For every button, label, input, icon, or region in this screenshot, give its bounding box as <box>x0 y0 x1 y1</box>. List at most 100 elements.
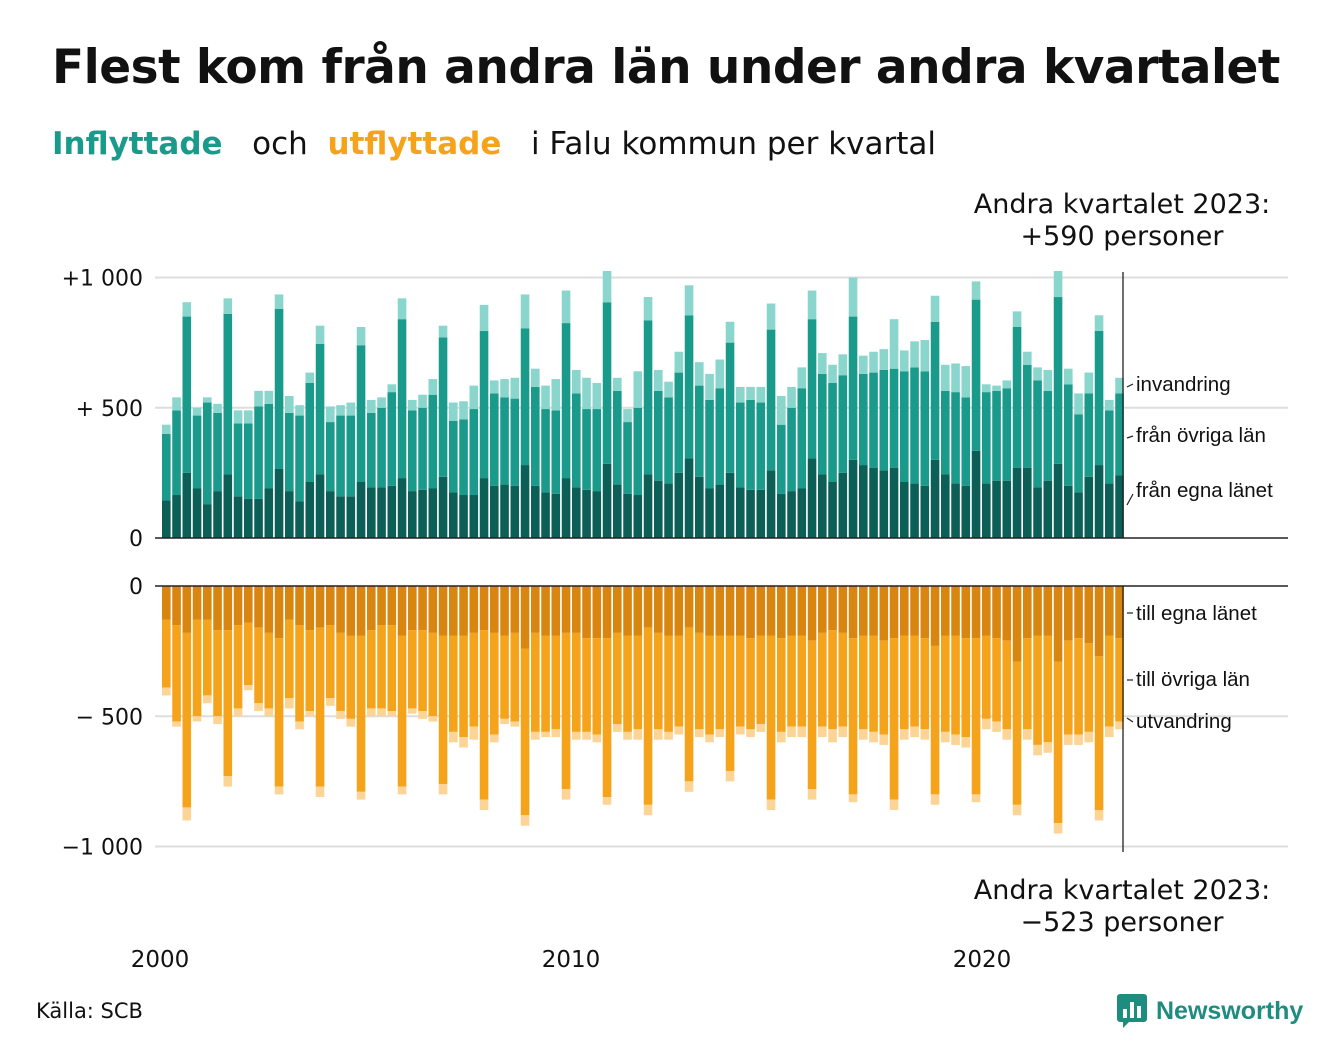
bar-segment <box>346 496 356 538</box>
bar-segment <box>531 485 540 538</box>
bar-segment <box>367 708 376 717</box>
bar-segment <box>254 586 263 628</box>
bar-segment <box>500 586 509 636</box>
bar-segment <box>1074 638 1083 735</box>
bar-segment <box>910 341 919 368</box>
bar-segment <box>961 638 971 738</box>
bar-segment <box>848 459 858 538</box>
bar-segment <box>264 488 274 538</box>
bar-segment <box>941 635 950 732</box>
bar-segment <box>1002 586 1012 641</box>
bar-segment <box>582 731 591 740</box>
bar-segment <box>469 385 479 410</box>
bar-segment <box>818 632 827 727</box>
bar-segment <box>992 385 1001 391</box>
bar-segment <box>315 586 325 628</box>
bar-segment <box>531 386 540 486</box>
bar-segment <box>428 379 438 395</box>
bar-segment <box>387 485 397 538</box>
bar-segment <box>541 635 550 732</box>
bar-segment <box>192 716 202 722</box>
bar-segment <box>766 799 776 811</box>
bar-segment <box>674 372 684 473</box>
annotation-bottom-line2: −523 personer <box>1020 907 1224 938</box>
bar-segment <box>941 364 950 391</box>
bar-segment <box>807 458 817 538</box>
bar-segment <box>725 635 735 771</box>
bar-segment <box>1033 487 1042 538</box>
bar-segment <box>551 586 561 636</box>
bar-segment <box>797 367 807 389</box>
bar-segment <box>254 703 263 712</box>
bar-segment <box>520 815 530 826</box>
bar-segment <box>244 498 253 538</box>
bar-segment <box>1064 640 1073 735</box>
newsworthy-logo: Newsworthy <box>1117 994 1303 1028</box>
bar-segment <box>705 399 714 489</box>
bar-segment <box>592 638 602 735</box>
bar-segment <box>1033 586 1042 636</box>
bar-segment <box>889 586 899 639</box>
bar-segment <box>1023 467 1032 538</box>
bar-segment <box>172 495 181 538</box>
bar-segment <box>787 635 796 727</box>
leader-line <box>1126 435 1134 439</box>
bar-segment <box>1033 367 1042 381</box>
bar-chart-speech-bubble-icon <box>1117 994 1147 1028</box>
bar-segment <box>172 410 181 496</box>
bar-segment <box>182 316 192 473</box>
bar-segment <box>654 480 663 538</box>
bar-segment <box>561 789 571 800</box>
bar-segment <box>961 586 971 639</box>
y-tick-label: 0 <box>129 575 143 600</box>
bar-segment <box>1115 393 1124 476</box>
bar-segment <box>797 586 807 636</box>
bar-segment <box>162 619 171 688</box>
bar-segment <box>715 388 725 485</box>
bar-segment <box>715 729 725 738</box>
bar-segment <box>244 410 253 424</box>
bar-segment <box>551 379 561 411</box>
bar-segment <box>469 495 479 538</box>
bar-segment <box>1012 661 1022 805</box>
bar-segment <box>1084 586 1094 644</box>
bar-segment <box>613 377 622 391</box>
bar-segment <box>233 410 243 424</box>
bar-segment <box>346 586 356 636</box>
axes: 2000 2010 2020 <box>131 272 1288 973</box>
chart-subtitle: Inflyttade och utflyttade i Falu kommun … <box>52 126 936 162</box>
bar-segment <box>756 402 766 490</box>
bar-segment <box>356 345 366 482</box>
bar-segment <box>982 483 991 538</box>
bar-segment <box>1105 635 1114 727</box>
bar-segment <box>510 398 520 486</box>
bar-segment <box>264 403 274 489</box>
bar-segment <box>1043 635 1053 743</box>
bar-segment <box>1043 742 1053 753</box>
bar-segment <box>285 491 294 538</box>
bar-segment <box>1053 270 1063 298</box>
bar-segment <box>162 424 171 434</box>
bar-segment <box>572 487 581 538</box>
leader-line <box>1126 383 1134 388</box>
bar-segment <box>367 487 376 538</box>
bar-segment <box>613 586 622 633</box>
bar-segment <box>295 501 304 538</box>
bar-segment <box>869 351 878 373</box>
bar-segment <box>736 635 745 727</box>
bar-segment <box>1105 410 1114 484</box>
bar-segment <box>233 586 243 626</box>
bar-segment <box>449 492 458 538</box>
bar-segment <box>254 627 263 704</box>
bar-segment <box>1053 661 1063 824</box>
bar-segment <box>910 726 919 738</box>
subtitle-utflyttade: utflyttade <box>327 126 502 162</box>
bar-segment <box>561 586 571 633</box>
bar-segment <box>1084 476 1094 538</box>
bar-segment <box>541 492 550 538</box>
bar-segment <box>859 355 868 374</box>
bar-segment <box>838 472 848 538</box>
bar-segment <box>213 412 222 492</box>
bar-segment <box>285 698 294 709</box>
bar-segment <box>900 635 909 730</box>
